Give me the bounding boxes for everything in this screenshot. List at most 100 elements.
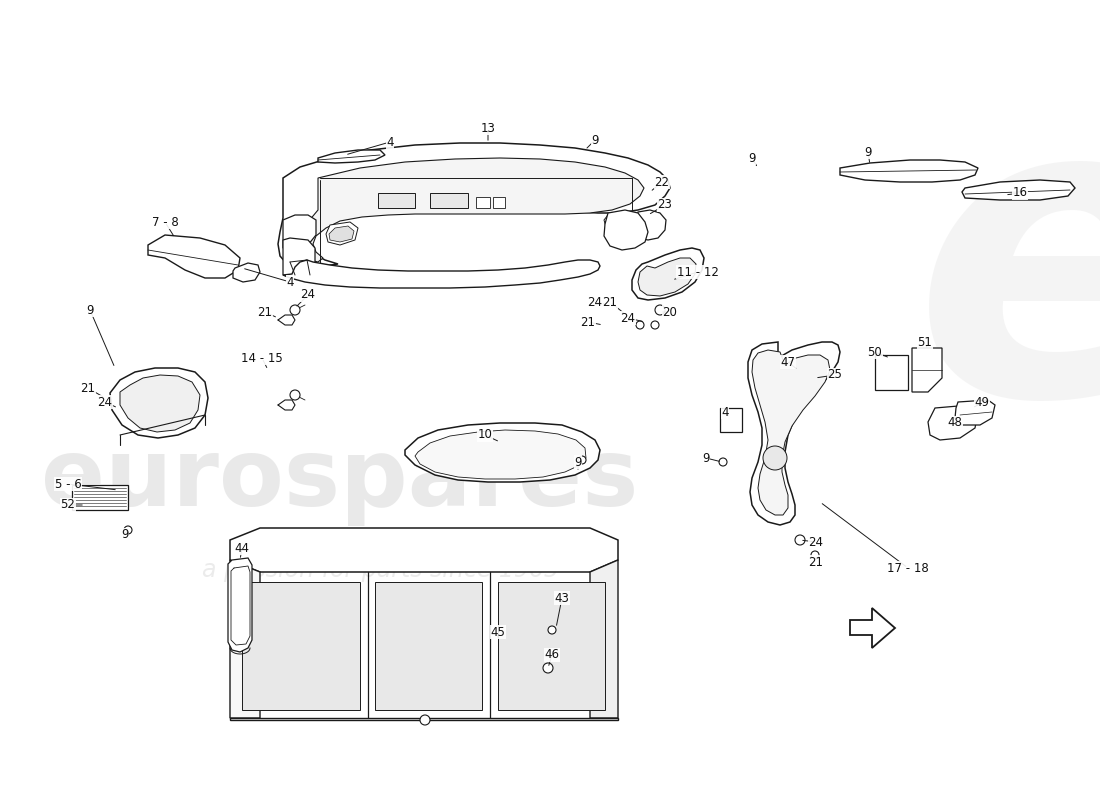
Text: 9: 9 — [121, 529, 129, 542]
Text: 9: 9 — [865, 146, 871, 158]
Text: 24: 24 — [300, 289, 316, 302]
Text: 43: 43 — [554, 591, 570, 605]
Text: 24: 24 — [587, 295, 603, 309]
Text: 44: 44 — [234, 542, 250, 554]
Polygon shape — [840, 160, 978, 182]
Polygon shape — [326, 222, 358, 245]
Circle shape — [124, 526, 132, 534]
Text: 10: 10 — [477, 429, 493, 442]
Polygon shape — [283, 260, 600, 288]
Circle shape — [763, 446, 786, 470]
Text: 4: 4 — [722, 406, 728, 418]
Polygon shape — [230, 560, 260, 718]
Polygon shape — [874, 355, 907, 390]
Text: 20: 20 — [662, 306, 678, 318]
Polygon shape — [283, 238, 315, 278]
Circle shape — [290, 305, 300, 315]
Text: 45: 45 — [491, 626, 505, 638]
Polygon shape — [748, 342, 840, 525]
Text: 21: 21 — [257, 306, 273, 318]
Polygon shape — [242, 582, 360, 710]
Polygon shape — [72, 485, 128, 510]
Circle shape — [651, 321, 659, 329]
Text: 24: 24 — [98, 395, 112, 409]
Polygon shape — [752, 350, 830, 515]
Polygon shape — [283, 215, 316, 250]
Text: 5 - 6: 5 - 6 — [55, 478, 81, 490]
Polygon shape — [928, 405, 978, 440]
Text: a passion for parts since 1965: a passion for parts since 1965 — [201, 558, 559, 582]
Text: e: e — [914, 78, 1100, 482]
Polygon shape — [318, 150, 385, 163]
Text: 52: 52 — [60, 498, 76, 511]
Circle shape — [543, 663, 553, 673]
Text: 21: 21 — [581, 315, 595, 329]
Circle shape — [548, 626, 556, 634]
Polygon shape — [638, 258, 696, 296]
Text: 24: 24 — [808, 535, 824, 549]
Text: 23: 23 — [658, 198, 672, 211]
Text: 4: 4 — [286, 275, 294, 289]
Polygon shape — [375, 582, 482, 710]
Circle shape — [795, 535, 805, 545]
Polygon shape — [720, 408, 742, 432]
Circle shape — [719, 458, 727, 466]
Polygon shape — [632, 210, 666, 240]
Text: 21: 21 — [808, 555, 824, 569]
Text: 46: 46 — [544, 649, 560, 662]
Text: 4: 4 — [386, 135, 394, 149]
Polygon shape — [850, 608, 895, 648]
Text: 50: 50 — [868, 346, 882, 358]
Polygon shape — [120, 375, 200, 432]
Polygon shape — [230, 528, 618, 572]
Polygon shape — [405, 423, 600, 482]
Text: 9: 9 — [592, 134, 598, 146]
Polygon shape — [632, 248, 704, 300]
Polygon shape — [912, 348, 942, 392]
Polygon shape — [233, 263, 260, 282]
Text: 9: 9 — [86, 303, 94, 317]
Polygon shape — [430, 193, 468, 208]
Text: 13: 13 — [481, 122, 495, 134]
Text: 51: 51 — [917, 337, 933, 350]
Polygon shape — [604, 212, 630, 230]
Text: 49: 49 — [975, 397, 990, 410]
Text: 14 - 15: 14 - 15 — [241, 351, 283, 365]
Polygon shape — [604, 210, 648, 250]
Text: 47: 47 — [781, 355, 795, 369]
Text: 9: 9 — [574, 455, 582, 469]
Circle shape — [636, 321, 644, 329]
Polygon shape — [962, 180, 1075, 200]
Text: 9: 9 — [702, 451, 710, 465]
Text: 17 - 18: 17 - 18 — [887, 562, 928, 574]
Circle shape — [811, 551, 819, 559]
Polygon shape — [230, 718, 618, 720]
Polygon shape — [278, 143, 670, 268]
Polygon shape — [148, 235, 240, 278]
Text: 22: 22 — [654, 175, 670, 189]
Polygon shape — [110, 368, 208, 438]
Text: eurospares: eurospares — [42, 434, 639, 526]
Text: 7 - 8: 7 - 8 — [152, 215, 178, 229]
Polygon shape — [378, 193, 415, 208]
Polygon shape — [498, 582, 605, 710]
Polygon shape — [955, 400, 996, 425]
Polygon shape — [415, 430, 586, 479]
Polygon shape — [493, 197, 505, 208]
Polygon shape — [228, 558, 252, 652]
Text: 9: 9 — [748, 151, 756, 165]
Circle shape — [290, 390, 300, 400]
Text: 11 - 12: 11 - 12 — [678, 266, 719, 278]
Polygon shape — [476, 197, 490, 208]
Circle shape — [654, 305, 666, 315]
Text: 21: 21 — [603, 295, 617, 309]
Polygon shape — [590, 560, 618, 718]
Text: 16: 16 — [1012, 186, 1027, 199]
Polygon shape — [329, 226, 354, 242]
Text: 24: 24 — [620, 311, 636, 325]
Text: 48: 48 — [947, 417, 962, 430]
Polygon shape — [300, 158, 644, 262]
Text: 25: 25 — [827, 369, 843, 382]
Text: 21: 21 — [80, 382, 96, 394]
Circle shape — [420, 715, 430, 725]
